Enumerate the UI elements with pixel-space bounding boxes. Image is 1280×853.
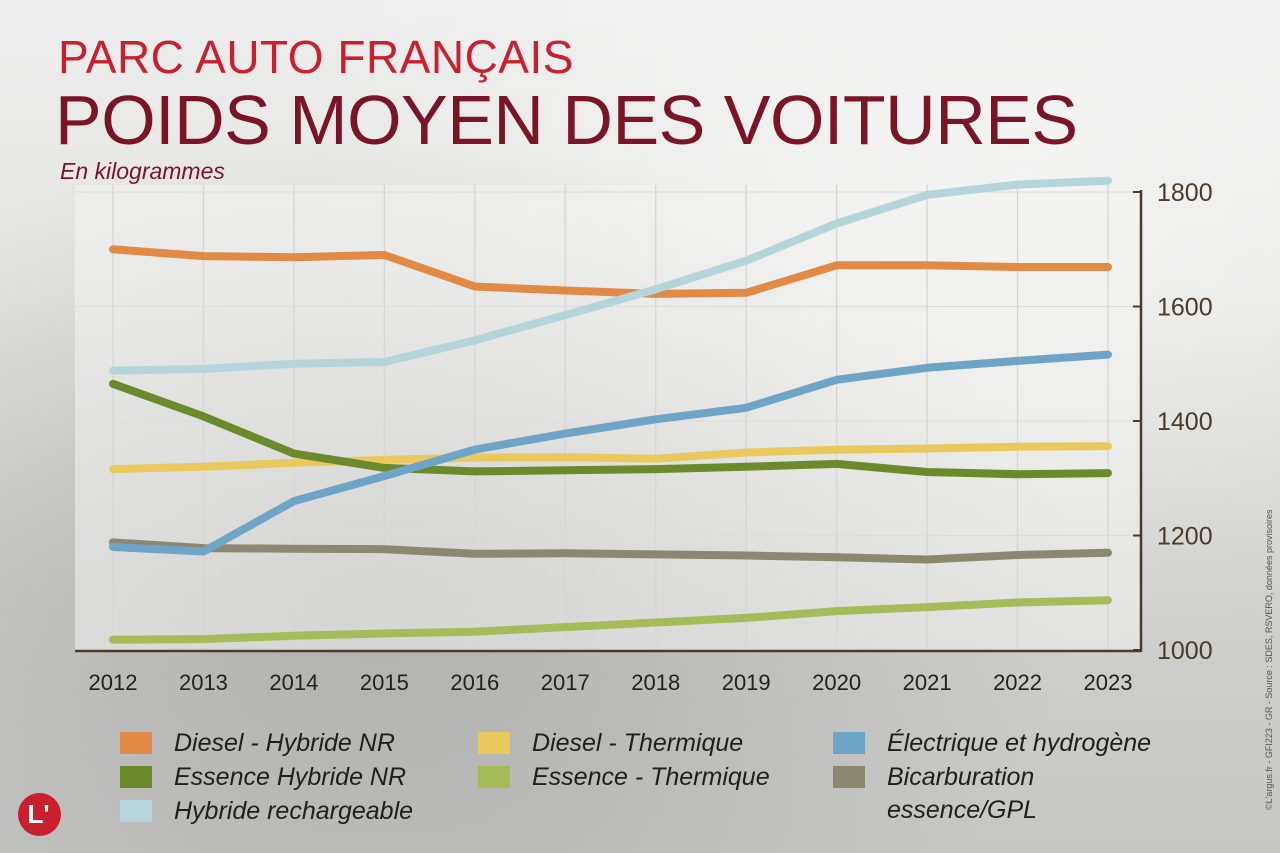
chart-unit-label: En kilogrammes (60, 158, 225, 184)
x-tick-label: 2013 (179, 670, 228, 695)
y-tick-label: 1800 (1157, 179, 1213, 207)
series-line-0 (109, 245, 1112, 298)
y-tick-label: 1400 (1157, 408, 1213, 436)
logo-letter: L' (27, 799, 50, 829)
series-line-1 (109, 379, 1112, 479)
x-tick-label: 2015 (360, 670, 409, 695)
y-tick-label: 1000 (1157, 637, 1213, 665)
chart-supertitle: PARC AUTO FRANÇAIS (58, 31, 574, 83)
chart-title: POIDS MOYEN DES VOITURES (55, 81, 1078, 159)
series-line-6 (109, 538, 1112, 564)
x-tick-label: 2016 (450, 670, 499, 695)
series-line-2 (109, 176, 1112, 375)
x-tick-label: 2021 (903, 670, 952, 695)
series-lines (109, 176, 1112, 644)
series-line-4 (109, 596, 1112, 644)
x-tick-label: 2012 (89, 670, 138, 695)
series-line-3 (109, 442, 1112, 474)
x-tick-label: 2017 (541, 670, 590, 695)
x-tick-label: 2020 (812, 670, 861, 695)
x-axis-labels: 2012 2013 2014 2015 2016 2017 2018 2019 2020 2021… (89, 670, 1133, 695)
source-credit: ©L'argus.fr - GFI223 - GR - Source : SDE… (1264, 509, 1274, 810)
x-tick-label: 2023 (1084, 670, 1133, 695)
x-tick-label: 2019 (722, 670, 771, 695)
x-tick-label: 2014 (269, 670, 318, 695)
y-axis: 1000 1200 1400 1600 1800 (75, 179, 1213, 665)
x-tick-label: 2018 (631, 670, 680, 695)
y-tick-label: 1200 (1157, 523, 1213, 551)
series-line-5 (109, 350, 1112, 556)
y-tick-label: 1600 (1157, 294, 1213, 322)
brand-logo: L' (18, 793, 61, 836)
x-tick-label: 2022 (993, 670, 1042, 695)
